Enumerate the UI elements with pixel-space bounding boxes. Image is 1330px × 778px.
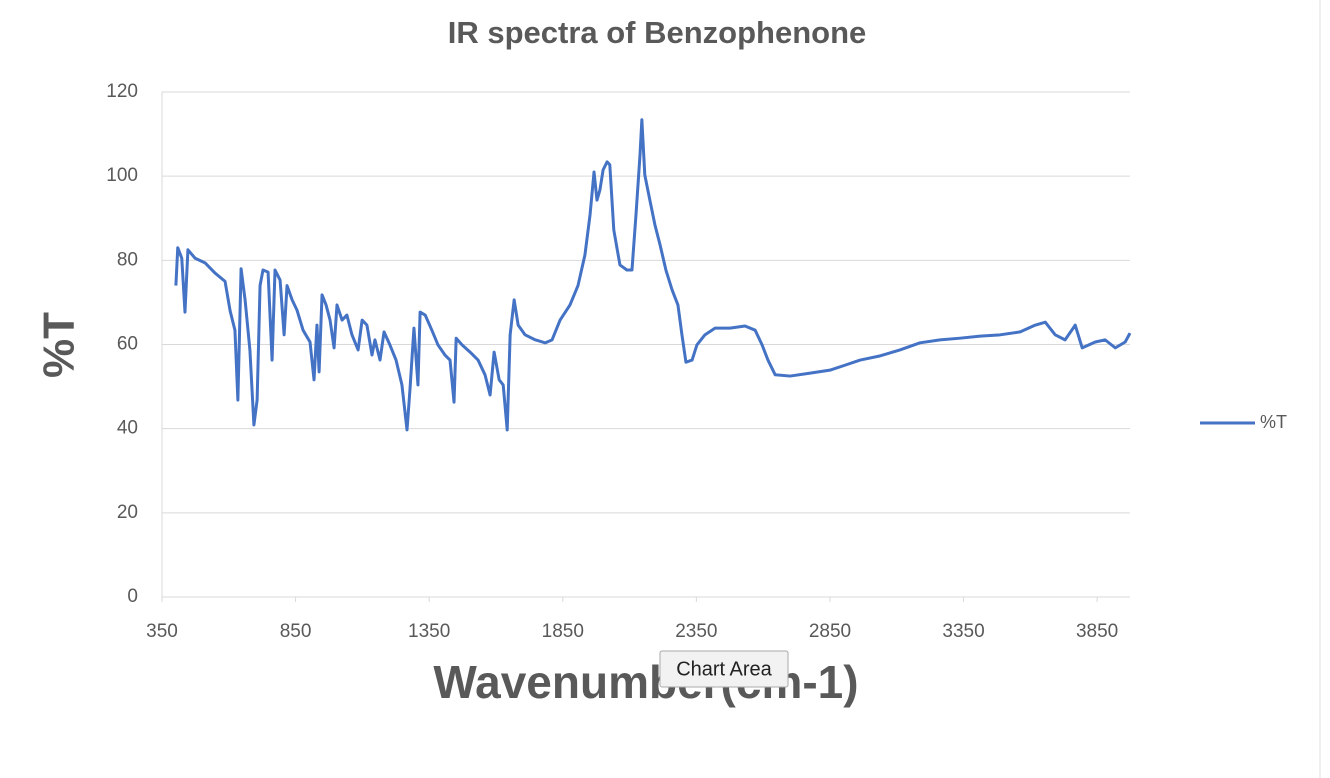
tooltip: Chart Area [659, 650, 789, 688]
y-tick-label: 60 [117, 334, 138, 355]
x-tick-label: 3850 [1076, 621, 1118, 642]
y-tick-label: 100 [106, 165, 138, 186]
x-axis-label: Wavenumber(cm-1) [433, 656, 858, 708]
tooltip-box [659, 650, 789, 688]
x-tick-label: 3350 [942, 621, 984, 642]
y-tick-label: 20 [117, 502, 138, 523]
y-tick-label: 120 [106, 81, 138, 102]
x-tick-label: 1350 [408, 621, 450, 642]
x-tick-label: 2350 [675, 621, 717, 642]
data-line [174, 118, 1132, 432]
y-axis-label: %T [35, 312, 84, 378]
x-tick-label: 2850 [809, 621, 851, 642]
x-tick-label: 1850 [542, 621, 584, 642]
chart-title: IR spectra of Benzophenone [448, 15, 867, 50]
y-tick-label: 80 [117, 249, 138, 270]
x-tick-label: 850 [280, 621, 312, 642]
y-tick-label: 40 [117, 418, 138, 439]
legend-label: %T [1260, 412, 1287, 432]
tooltip-text: Chart Area [676, 658, 772, 680]
y-tick-label: 0 [127, 586, 138, 607]
x-tick-label: 350 [146, 621, 178, 642]
